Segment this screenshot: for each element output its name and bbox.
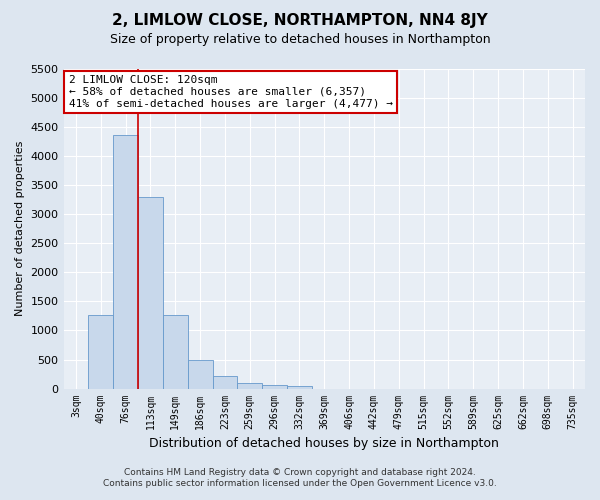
Bar [88, 316, 113, 388]
Text: Size of property relative to detached houses in Northampton: Size of property relative to detached ho… [110, 32, 490, 46]
Bar [238, 384, 262, 388]
Bar [113, 135, 138, 388]
Text: 2 LIMLOW CLOSE: 120sqm
← 58% of detached houses are smaller (6,357)
41% of semi-: 2 LIMLOW CLOSE: 120sqm ← 58% of detached… [69, 76, 393, 108]
Bar [188, 360, 212, 388]
Bar [287, 386, 312, 388]
X-axis label: Distribution of detached houses by size in Northampton: Distribution of detached houses by size … [149, 437, 499, 450]
Bar [163, 316, 188, 388]
Bar [212, 376, 238, 388]
Text: Contains HM Land Registry data © Crown copyright and database right 2024.
Contai: Contains HM Land Registry data © Crown c… [103, 468, 497, 487]
Y-axis label: Number of detached properties: Number of detached properties [15, 141, 25, 316]
Bar [262, 385, 287, 388]
Bar [138, 197, 163, 388]
Text: 2, LIMLOW CLOSE, NORTHAMPTON, NN4 8JY: 2, LIMLOW CLOSE, NORTHAMPTON, NN4 8JY [112, 12, 488, 28]
